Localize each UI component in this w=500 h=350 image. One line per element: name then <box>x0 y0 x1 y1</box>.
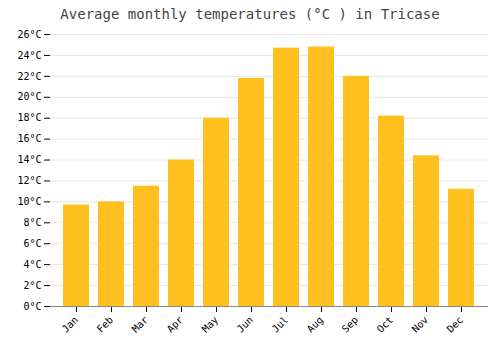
svg-text:26°C: 26°C <box>17 29 41 40</box>
svg-text:Dec: Dec <box>445 314 466 335</box>
svg-text:12°C: 12°C <box>17 175 41 186</box>
svg-text:16°C: 16°C <box>17 133 41 144</box>
svg-text:Nov: Nov <box>410 314 431 335</box>
svg-text:10°C: 10°C <box>17 196 41 207</box>
svg-text:2°C: 2°C <box>23 280 41 291</box>
svg-text:Jul: Jul <box>270 314 291 335</box>
svg-text:May: May <box>200 314 221 335</box>
svg-text:Aug: Aug <box>305 314 326 335</box>
svg-text:18°C: 18°C <box>17 112 41 123</box>
svg-text:22°C: 22°C <box>17 71 41 82</box>
svg-text:4°C: 4°C <box>23 259 41 270</box>
svg-text:6°C: 6°C <box>23 238 41 249</box>
svg-text:Sep: Sep <box>340 314 361 335</box>
html-text:Average monthly temperatures (: Average monthly temperatures (°C ) in Tr… <box>60 6 440 22</box>
svg-text:8°C: 8°C <box>23 217 41 228</box>
svg-text:Mar: Mar <box>130 314 151 335</box>
svg-text:24°C: 24°C <box>17 50 41 61</box>
svg-text:Jan: Jan <box>60 314 81 335</box>
svg-text:Oct: Oct <box>375 314 396 335</box>
svg-text:0°C: 0°C <box>23 301 41 312</box>
svg-text:20°C: 20°C <box>17 91 41 102</box>
svg-text:Jun: Jun <box>235 314 256 335</box>
svg-text:Apr: Apr <box>165 314 186 335</box>
svg-text:14°C: 14°C <box>17 154 41 165</box>
svg-text:Feb: Feb <box>95 314 116 335</box>
